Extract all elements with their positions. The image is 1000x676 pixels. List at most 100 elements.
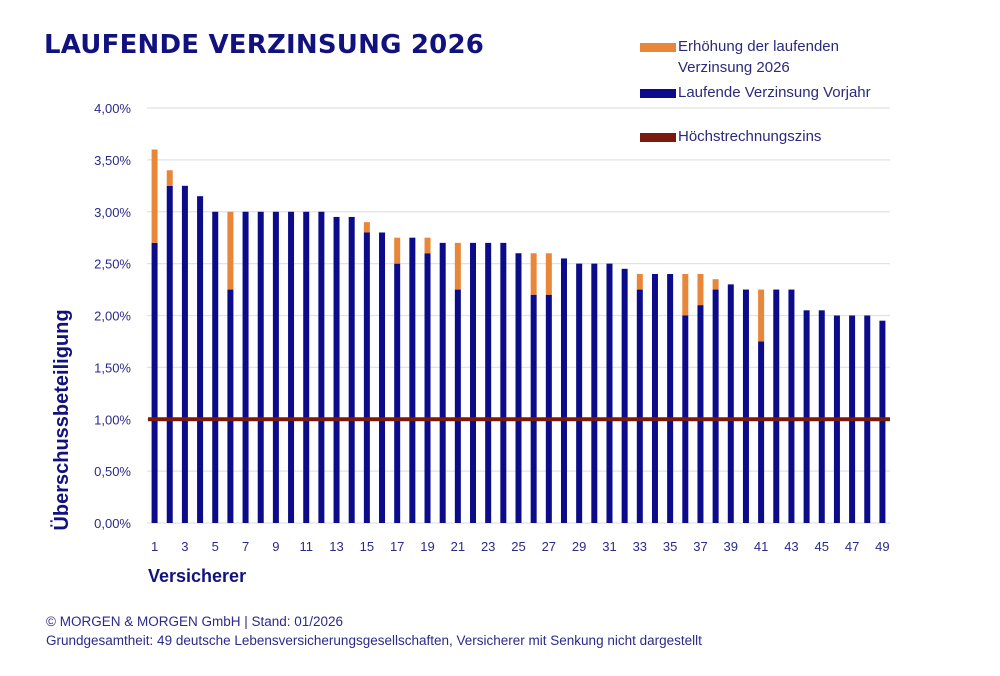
x-tick-label: 39 — [724, 539, 738, 554]
x-tick-label: 3 — [181, 539, 188, 554]
x-tick-label: 7 — [242, 539, 249, 554]
legend-item-previous-year: Laufende Verzinsung Vorjahr — [640, 84, 871, 103]
bar-increase — [712, 279, 719, 290]
bar-previous-year — [272, 211, 279, 523]
y-axis-label: Überschussbeteiligung — [50, 309, 73, 530]
x-tick-label: 47 — [845, 539, 859, 554]
legend-item-increase: Erhöhung der laufenden Verzinsung 2026 — [640, 38, 839, 78]
bar-previous-year — [515, 253, 522, 523]
bar-previous-year — [333, 216, 340, 523]
y-tick-label: 3,00% — [94, 205, 131, 220]
bar-previous-year — [257, 211, 264, 523]
chart-title: LAUFENDE VERZINSUNG 2026 — [44, 30, 485, 60]
bar-previous-year — [318, 211, 325, 523]
bar-previous-year — [394, 263, 401, 523]
bar-previous-year — [667, 274, 674, 523]
bar-increase — [166, 170, 173, 186]
y-tick-label: 1,50% — [94, 360, 131, 375]
x-tick-label: 45 — [815, 539, 829, 554]
bar-previous-year — [166, 185, 173, 523]
bar-increase — [636, 274, 643, 290]
bar-previous-year — [803, 310, 810, 523]
bar-previous-year — [181, 185, 188, 523]
bar-previous-year — [363, 232, 370, 523]
bar-previous-year — [849, 315, 856, 523]
legend-item-max-rate: Höchstrechnungszins — [640, 128, 821, 147]
footer-copyright: © MORGEN & MORGEN GmbH | Stand: 01/2026 — [46, 614, 344, 629]
y-tick-label: 2,50% — [94, 257, 131, 272]
bar-previous-year — [303, 211, 310, 523]
bar-previous-year — [470, 242, 477, 523]
x-tick-label: 37 — [693, 539, 707, 554]
bar-increase — [424, 237, 431, 254]
bar-previous-year — [742, 289, 749, 523]
bar-previous-year — [727, 284, 734, 523]
bar-previous-year — [424, 253, 431, 523]
bar-previous-year — [212, 211, 219, 523]
x-axis-ticks: 1 3 5 7 9 11 13 15 17 19 21 23 25 27 29 31 33 35 37 39 41 43 4… — [151, 539, 890, 554]
x-tick-label: 33 — [633, 539, 647, 554]
x-tick-label: 29 — [572, 539, 586, 554]
bar-previous-year — [379, 232, 386, 523]
bar-increase — [363, 222, 370, 233]
bar-previous-year — [833, 315, 840, 523]
bar-previous-year — [454, 289, 461, 523]
legend-label-previous-year: Laufende Verzinsung Vorjahr — [678, 84, 871, 101]
bar-previous-year — [788, 289, 795, 523]
x-tick-label: 41 — [754, 539, 768, 554]
x-tick-label: 9 — [272, 539, 279, 554]
bar-previous-year — [227, 289, 234, 523]
bar-previous-year — [606, 263, 613, 523]
bar-previous-year — [773, 289, 780, 523]
legend-swatch-increase — [640, 43, 676, 52]
bar-increase — [545, 253, 552, 295]
y-tick-label: 4,00% — [94, 101, 131, 116]
bar-previous-year — [545, 294, 552, 523]
bar-previous-year — [409, 237, 416, 523]
bar-increase — [530, 253, 537, 295]
x-tick-label: 25 — [511, 539, 525, 554]
x-tick-label: 5 — [212, 539, 219, 554]
bar-previous-year — [591, 263, 598, 523]
y-tick-label: 0,00% — [94, 516, 131, 531]
x-tick-label: 15 — [360, 539, 374, 554]
bar-previous-year — [348, 216, 355, 523]
y-axis-ticks: 0,00% 0,50% 1,00% 1,50% 2,00% 2,50% 3,00% 3,50%… — [94, 101, 131, 531]
bar-increase — [697, 274, 704, 306]
bar-previous-year — [712, 289, 719, 523]
bar-previous-year — [242, 211, 249, 523]
legend-swatch-previous-year — [640, 89, 676, 98]
bar-previous-year — [682, 315, 689, 523]
x-tick-label: 19 — [420, 539, 434, 554]
x-tick-label: 23 — [481, 539, 495, 554]
x-tick-label: 27 — [542, 539, 556, 554]
bar-previous-year — [636, 289, 643, 523]
bar-previous-year — [500, 242, 507, 523]
footer-note: Grundgesamtheit: 49 deutsche Lebensversi… — [46, 633, 702, 648]
bar-previous-year — [818, 310, 825, 523]
bar-previous-year — [621, 268, 628, 523]
bar-previous-year — [288, 211, 295, 523]
bar-previous-year — [697, 305, 704, 523]
gridlines — [147, 107, 890, 524]
legend-label-increase-line1: Erhöhung der laufenden — [678, 38, 839, 55]
bars — [151, 149, 886, 523]
y-tick-label: 2,00% — [94, 309, 131, 324]
x-tick-label: 17 — [390, 539, 404, 554]
y-tick-label: 3,50% — [94, 153, 131, 168]
bar-previous-year — [151, 242, 158, 523]
x-tick-label: 1 — [151, 539, 158, 554]
y-tick-label: 1,00% — [94, 412, 131, 427]
y-tick-label: 0,50% — [94, 464, 131, 479]
legend-label-max-rate: Höchstrechnungszins — [678, 128, 822, 145]
bar-previous-year — [197, 196, 204, 523]
bar-increase — [151, 149, 158, 243]
bar-increase — [758, 289, 765, 342]
bar-increase — [227, 211, 234, 290]
legend-swatch-max-rate — [640, 133, 676, 142]
bar-previous-year — [485, 242, 492, 523]
x-tick-label: 31 — [602, 539, 616, 554]
x-tick-label: 35 — [663, 539, 677, 554]
bar-previous-year — [651, 274, 658, 523]
bar-increase — [394, 237, 401, 264]
